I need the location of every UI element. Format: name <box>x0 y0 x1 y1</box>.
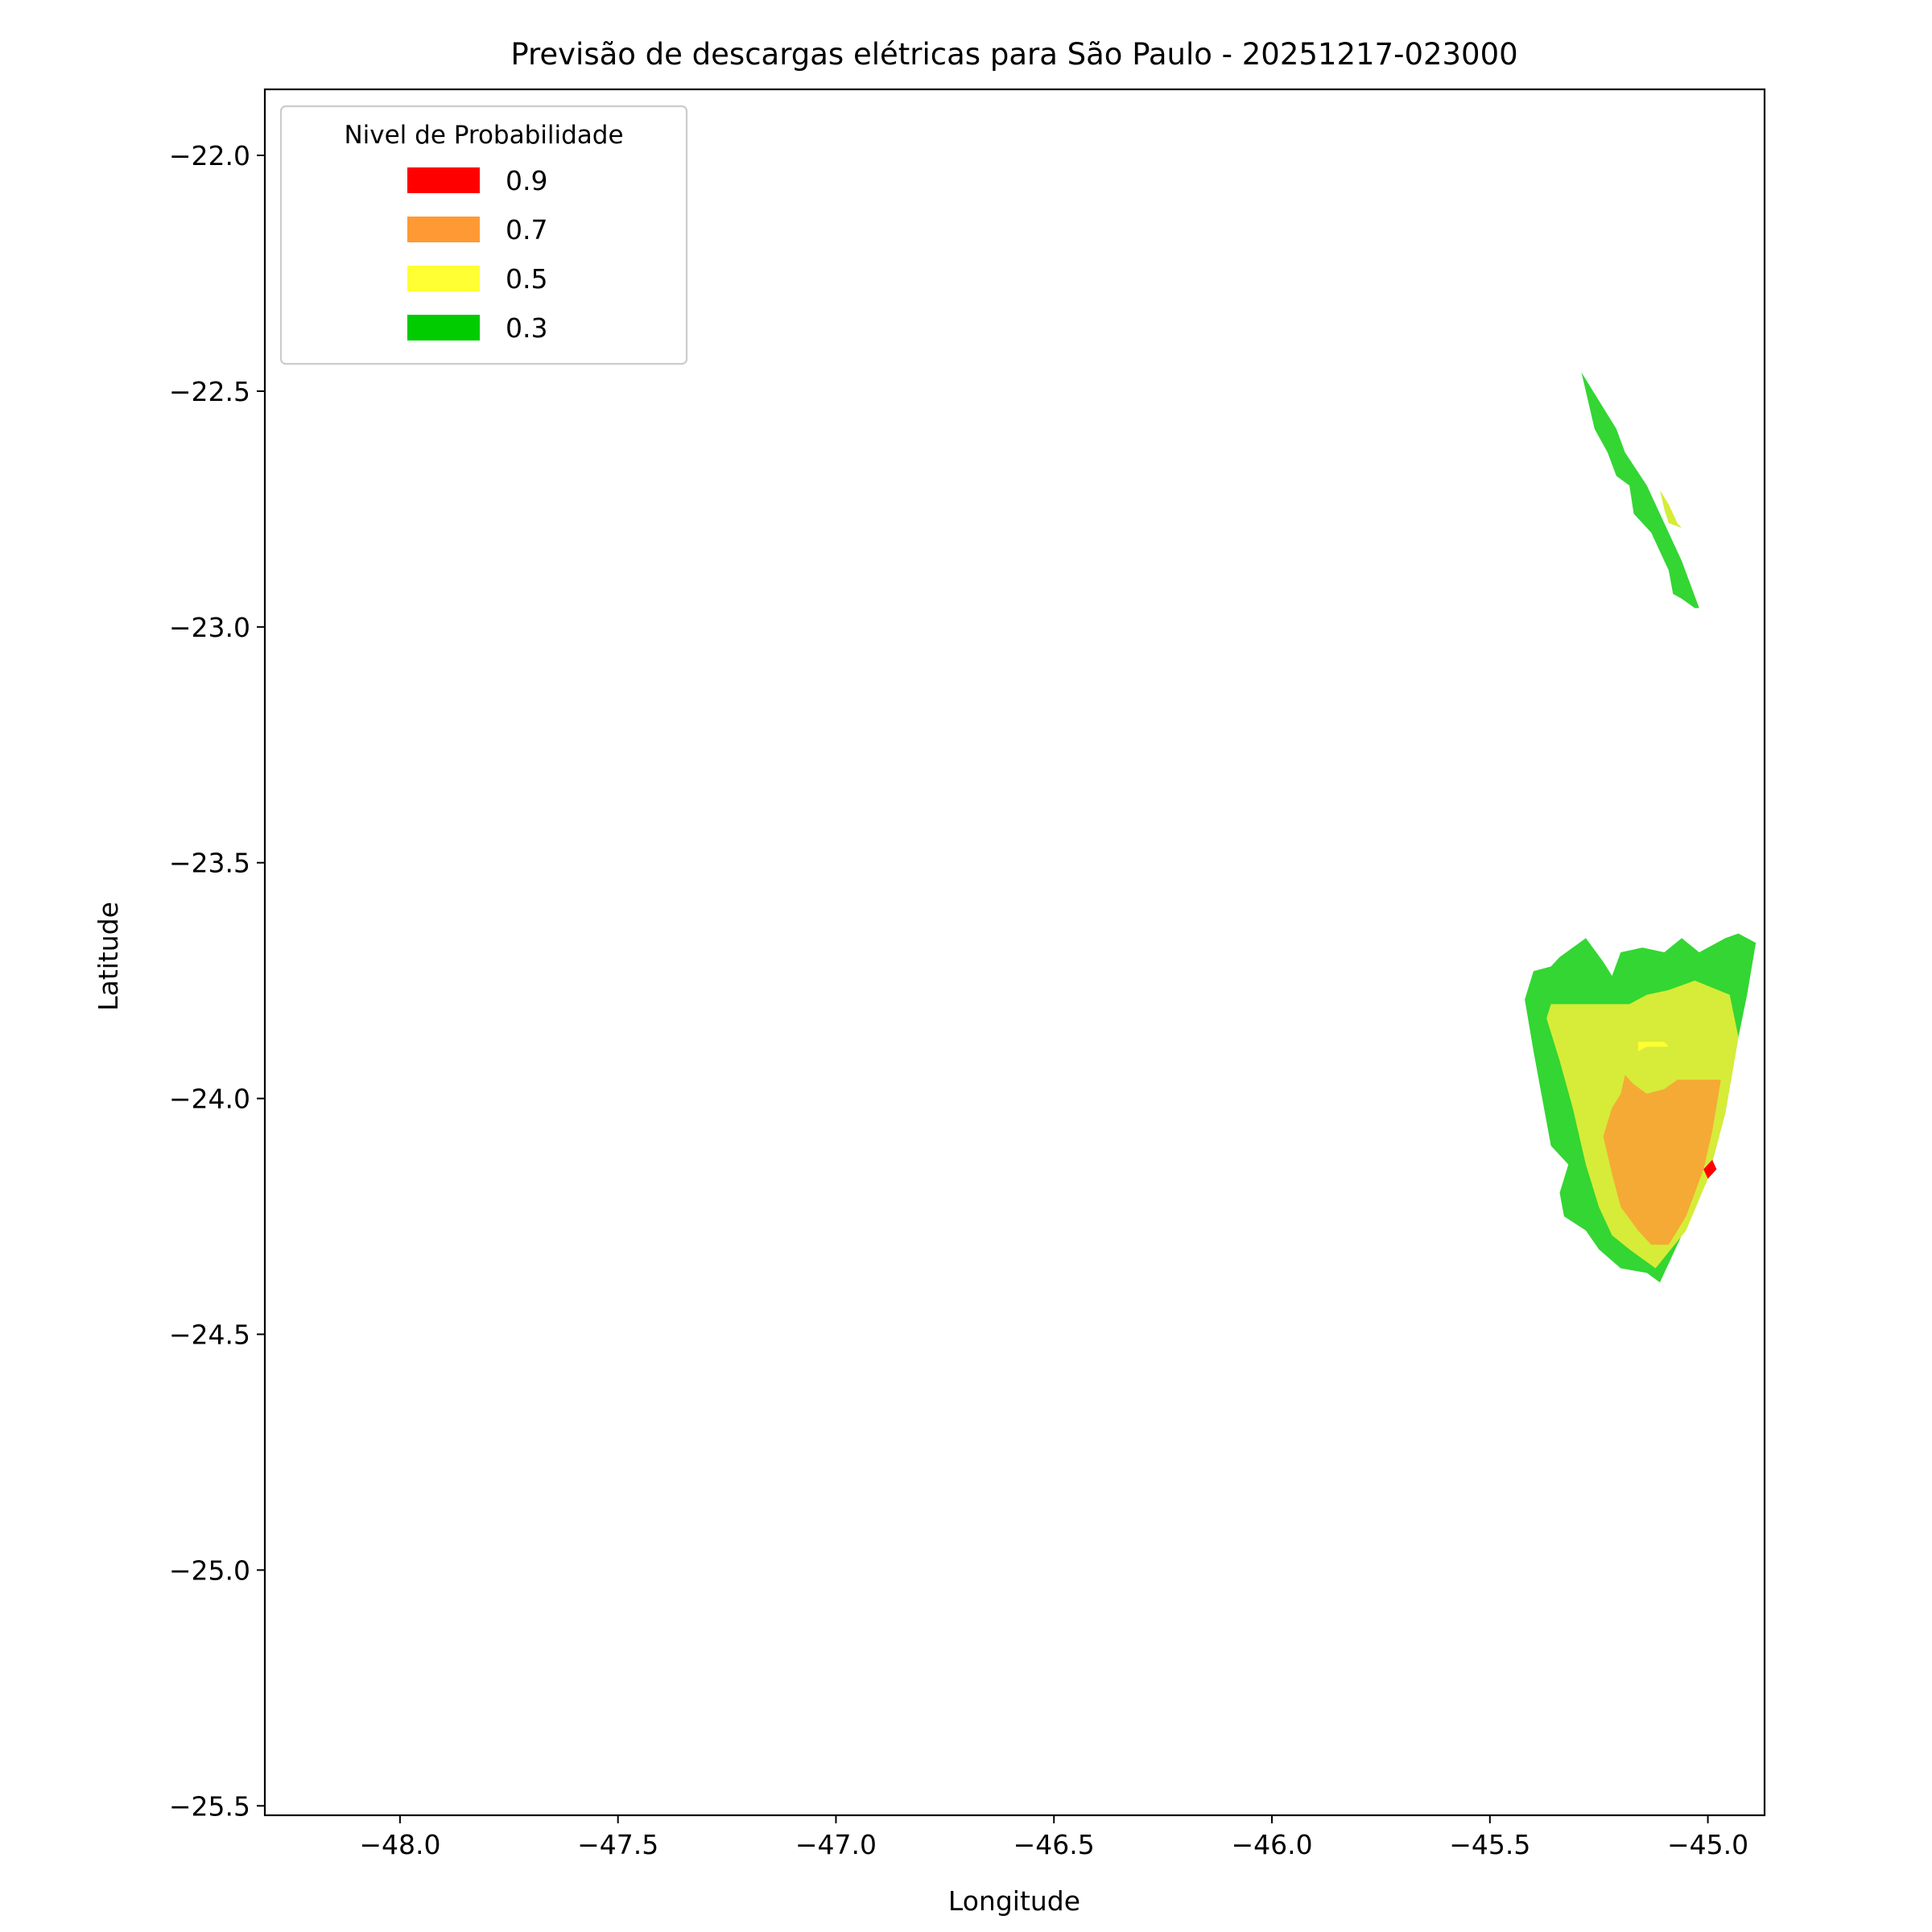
legend-label: 0.3 <box>506 312 547 344</box>
x-tick-label: −47.5 <box>577 1829 658 1860</box>
x-tick-label: −48.0 <box>359 1829 440 1860</box>
legend-swatch <box>407 217 480 242</box>
legend-entries: 0.9 0.7 0.5 0.3 <box>407 165 547 344</box>
x-tick-label: −46.0 <box>1231 1829 1312 1860</box>
region-0-7-5 <box>1603 1075 1721 1245</box>
y-axis-label: Latitude <box>93 902 124 1011</box>
region-0-5-4 <box>1637 1042 1669 1051</box>
legend-swatch <box>407 167 480 193</box>
legend: Nivel de Probabilidade 0.9 0.7 0.5 0.3 <box>279 105 688 365</box>
legend-box <box>279 105 688 365</box>
region-0-9-6 <box>1703 1159 1717 1179</box>
y-tick-label: −22.5 <box>169 376 250 407</box>
y-tick-label: −22.0 <box>169 140 250 171</box>
legend-swatch <box>407 266 480 291</box>
y-tick-label: −23.5 <box>169 848 250 879</box>
y-tick-label: −24.5 <box>169 1319 250 1350</box>
y-tick-label: −23.0 <box>169 612 250 643</box>
y-tick-label: −25.0 <box>169 1554 250 1586</box>
y-tick-label: −25.5 <box>169 1790 250 1822</box>
x-tick-label: −47.0 <box>795 1829 877 1860</box>
x-tick-label: −46.5 <box>1013 1829 1095 1860</box>
plot-frame <box>263 88 1766 1817</box>
region-0-5-1 <box>1660 489 1682 528</box>
legend-label: 0.9 <box>506 165 547 196</box>
y-tick-label: −24.0 <box>169 1084 250 1115</box>
probability-regions <box>1525 372 1757 1283</box>
legend-title: Nivel de Probabilidade <box>344 121 623 150</box>
x-tick-label: −45.0 <box>1667 1829 1748 1860</box>
legend-swatch <box>407 315 480 341</box>
legend-label: 0.7 <box>506 214 547 246</box>
region-0-3-0 <box>1581 372 1699 609</box>
legend-label: 0.5 <box>506 263 547 295</box>
x-axis-ticks: −48.0 −47.5 −47.0 −46.5 −46.0 −45.5 −45.0 <box>359 1815 1748 1860</box>
x-axis-label: Longitude <box>948 1885 1080 1917</box>
y-axis-ticks: −22.0 −22.5 −23.0 −23.5 −24.0 −24.5 −25.0 −25.5 <box>169 140 265 1822</box>
chart-title: Previsão de descargas elétricas para São… <box>510 37 1517 72</box>
x-tick-label: −45.5 <box>1449 1829 1530 1860</box>
